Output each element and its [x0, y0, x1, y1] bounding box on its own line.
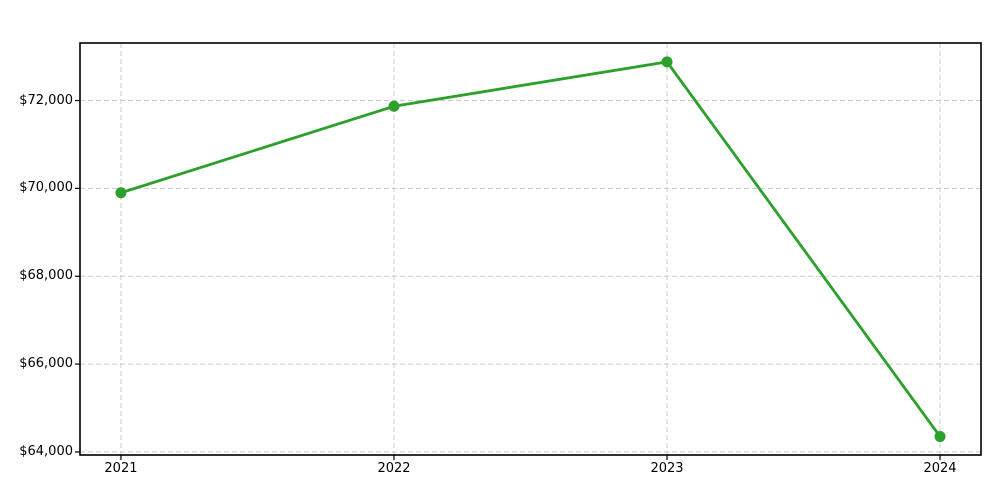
y-tick-label: $68,000 [19, 268, 73, 284]
y-tick-label: $70,000 [19, 180, 73, 196]
data-point-marker [934, 431, 946, 443]
data-point-marker [388, 100, 400, 112]
x-tick-label: 2024 [923, 461, 957, 476]
plot-border [79, 42, 982, 456]
y-tick-label: $72,000 [19, 92, 73, 108]
x-tick-label: 2021 [104, 461, 138, 476]
x-tick-label: 2023 [650, 461, 684, 476]
x-tick-label: 2022 [377, 461, 411, 476]
y-tick-label: $66,000 [19, 356, 73, 372]
trend-line [119, 60, 942, 438]
y-tick-label: $64,000 [19, 443, 73, 459]
data-point-marker [661, 56, 673, 68]
y-axis-tick-labels: $64,000 $66,000 $68,000 $70,000 $72,000 [0, 0, 73, 490]
axes-background [80, 43, 981, 455]
data-point-marker [115, 187, 127, 199]
